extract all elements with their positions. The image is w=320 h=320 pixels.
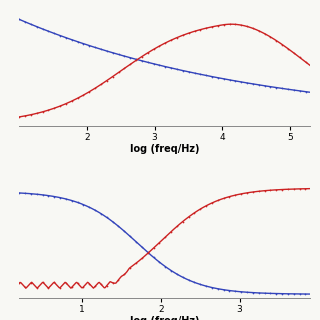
- X-axis label: log (freq/Hz): log (freq/Hz): [130, 144, 200, 155]
- X-axis label: log (freq/Hz): log (freq/Hz): [130, 316, 200, 320]
